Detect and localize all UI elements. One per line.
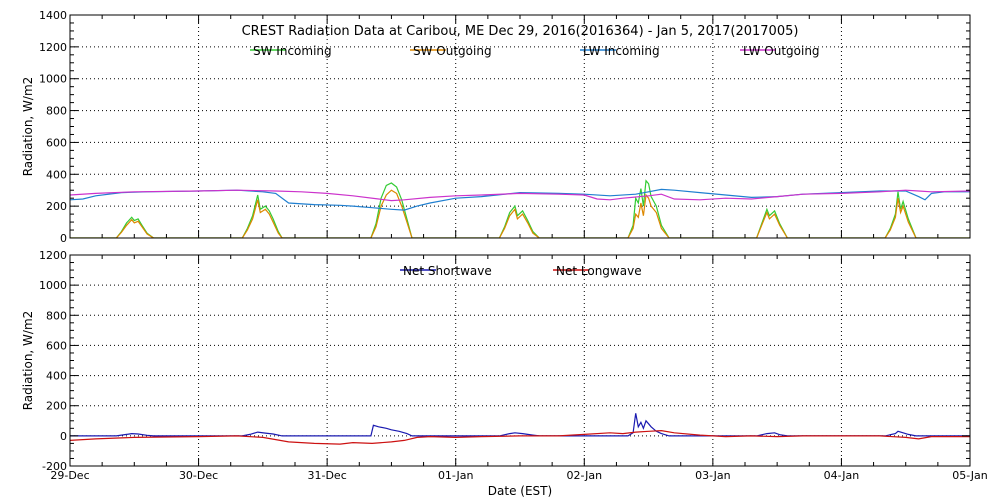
y-tick-label: 1000: [39, 279, 67, 292]
x-tick-label: 05-Jan: [952, 469, 988, 482]
y-tick-label: 1200: [39, 41, 67, 54]
y-tick-label: 400: [46, 370, 67, 383]
y-tick-label: 0: [60, 232, 67, 245]
y-axis-title: Radiation, W/m2: [21, 77, 35, 177]
legend-label: Net Shortwave: [403, 264, 492, 278]
plot-frame: [69, 14, 971, 239]
legend-label: LW Incoming: [583, 44, 660, 58]
x-tick-label: 31-Dec: [308, 469, 347, 482]
y-tick-label: 1400: [39, 9, 67, 22]
x-axis-title: Date (EST): [488, 484, 552, 498]
y-tick-label: 1000: [39, 73, 67, 86]
y-tick-label: 1200: [39, 249, 67, 262]
y-tick-label: 800: [46, 105, 67, 118]
legend-label: LW Outgoing: [743, 44, 820, 58]
series-line-net-shortwave: [70, 413, 970, 437]
y-tick-label: 0: [60, 430, 67, 443]
x-tick-label: 29-Dec: [50, 469, 89, 482]
y-tick-label: 800: [46, 309, 67, 322]
chart-title: CREST Radiation Data at Caribou, ME Dec …: [242, 24, 799, 39]
series-line-lw-incoming: [70, 188, 970, 211]
x-tick-label: 03-Jan: [695, 469, 731, 482]
series-line-sw-outgoing: [70, 189, 970, 238]
x-tick-label: 01-Jan: [438, 469, 474, 482]
series-line-lw-outgoing: [70, 189, 970, 202]
x-tick-label: 30-Dec: [179, 469, 218, 482]
legend-label: Net Longwave: [556, 264, 642, 278]
legend-label: SW Outgoing: [413, 44, 492, 58]
legend-label: SW Incoming: [253, 44, 332, 58]
series-line-sw-incoming: [70, 179, 970, 238]
series-line-net-longwave: [70, 429, 970, 445]
plot-frame: [69, 254, 971, 467]
y-tick-label: -200: [42, 460, 67, 473]
y-tick-label: 400: [46, 168, 67, 181]
y-tick-label: 200: [46, 200, 67, 213]
x-tick-label: 04-Jan: [824, 469, 860, 482]
y-tick-label: 200: [46, 400, 67, 413]
y-axis-title: Radiation, W/m2: [21, 311, 35, 411]
x-tick-label: 02-Jan: [567, 469, 603, 482]
y-tick-label: 600: [46, 339, 67, 352]
y-tick-label: 600: [46, 136, 67, 149]
